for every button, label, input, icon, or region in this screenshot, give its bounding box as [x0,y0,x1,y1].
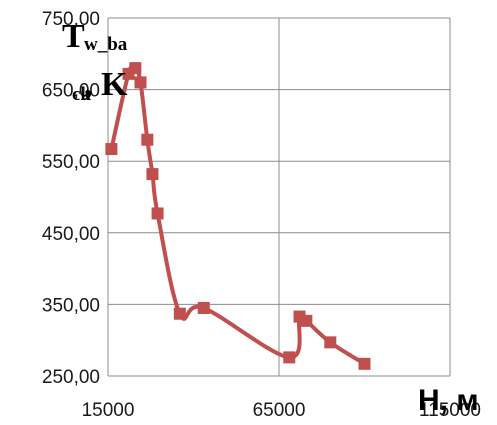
data-point-marker [197,301,210,314]
data-point-marker [129,62,142,75]
x-tick-label: 115000 [419,400,481,421]
x-tick-label: 15000 [82,400,135,421]
series-line [109,62,366,366]
y-tick-label: 350,00 [42,295,100,316]
data-point-marker [122,67,135,80]
series [105,62,371,370]
grid [107,17,451,377]
x-tick-label: 65000 [253,400,306,421]
data-point-marker [151,207,164,220]
data-point-marker [324,336,337,349]
data-point-marker [105,143,118,156]
x-tick-labels: 15000 65000 115000 [82,400,481,421]
data-point-marker [173,307,186,320]
y-axis-label-unit: , K [84,66,128,103]
data-point-marker [134,76,147,89]
y-axis-label-main: T [62,18,85,55]
data-point-marker [146,168,159,181]
y-tick-labels: 750,00 650,00 550,00 450,00 350,00 250,00 [42,9,100,388]
data-point-marker [300,314,313,327]
y-tick-label: 750,00 [42,9,100,30]
y-axis-label-subscript-bottom: ck [72,84,91,105]
y-tick-label: 250,00 [42,367,100,388]
y-tick-label: 550,00 [42,152,100,173]
x-axis-label: H, м [418,384,479,417]
y-tick-label: 450,00 [42,224,100,245]
data-point-marker [141,133,154,146]
y-axis-label-subscript-top: w_ba [84,34,128,55]
data-point-marker [358,357,371,370]
y-tick-label: 650,00 [42,81,100,102]
data-point-marker [283,351,296,364]
